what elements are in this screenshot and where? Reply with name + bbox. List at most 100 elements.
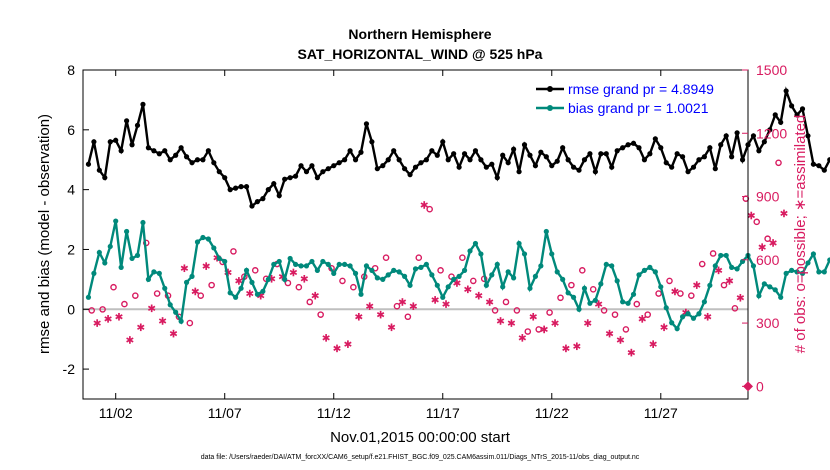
bias-point bbox=[200, 234, 206, 241]
rmse-point bbox=[549, 163, 555, 169]
obs-assimilated-point bbox=[322, 334, 330, 342]
rmse-point bbox=[794, 112, 800, 118]
rmse-point bbox=[303, 169, 310, 175]
rmse-point bbox=[233, 185, 239, 191]
obs-possible-point bbox=[350, 283, 357, 291]
series-layer bbox=[85, 86, 830, 357]
rmse-point bbox=[271, 181, 277, 187]
bias-point bbox=[254, 291, 261, 297]
bias-point bbox=[96, 249, 102, 256]
rmse-point bbox=[347, 148, 353, 154]
rmse-point bbox=[331, 163, 337, 169]
rmse-point bbox=[739, 157, 746, 163]
bias-point bbox=[347, 263, 353, 269]
rmse-point bbox=[374, 166, 380, 172]
x-axis-label: Nov.01,2015 00:00:00 start bbox=[330, 429, 511, 446]
rmse-point bbox=[734, 130, 740, 136]
rmse-point bbox=[282, 176, 288, 182]
obs-possible-point bbox=[698, 260, 706, 268]
rmse-point bbox=[560, 145, 566, 151]
y2-tick-label: 1200 bbox=[756, 125, 787, 141]
obs-possible-point bbox=[655, 290, 662, 297]
rmse-point bbox=[352, 157, 359, 163]
rmse-point bbox=[276, 193, 282, 199]
y2-axis: 0 300 600 900 1200 1500 bbox=[742, 62, 787, 394]
obs-possible-point bbox=[764, 235, 771, 243]
bias-point bbox=[511, 275, 517, 281]
rmse-point bbox=[816, 163, 822, 169]
rmse-point bbox=[227, 187, 233, 193]
bias-point bbox=[205, 236, 211, 242]
rmse-point bbox=[178, 145, 184, 151]
rmse-point bbox=[461, 151, 468, 157]
bias-point bbox=[113, 218, 119, 224]
obs-assimilated-point bbox=[671, 287, 679, 296]
obs-possible-point bbox=[535, 326, 542, 333]
bias-point bbox=[249, 279, 255, 285]
obs-possible-point bbox=[415, 254, 423, 261]
bias-point bbox=[532, 273, 539, 279]
bias-point bbox=[554, 269, 560, 275]
bias-point bbox=[587, 300, 593, 306]
bias-point bbox=[292, 261, 299, 268]
obs-possible-point bbox=[153, 290, 161, 297]
bias-point bbox=[467, 248, 473, 254]
obs-possible-point bbox=[132, 292, 139, 299]
rmse-point bbox=[592, 169, 598, 175]
bias-point bbox=[118, 264, 124, 270]
rmse-point bbox=[396, 157, 402, 163]
rmse-line bbox=[87, 86, 830, 209]
bias-point bbox=[134, 252, 141, 259]
bias-point bbox=[543, 228, 549, 235]
obs-assimilated-point bbox=[169, 329, 178, 338]
obs-possible-point bbox=[437, 267, 444, 274]
obs-assimilated-point bbox=[93, 319, 101, 327]
chart-subtitle: SAT_HORIZONTAL_WIND @ 525 hPa bbox=[298, 46, 543, 62]
bias-point bbox=[222, 258, 228, 265]
rmse-point bbox=[380, 163, 386, 169]
rmse-point bbox=[723, 133, 729, 139]
rmse-point bbox=[750, 133, 757, 139]
rmse-point bbox=[658, 145, 664, 151]
rmse-point bbox=[113, 137, 119, 143]
obs-assimilated-point bbox=[573, 342, 581, 351]
rmse-point bbox=[429, 148, 435, 154]
rmse-point bbox=[679, 154, 686, 160]
legend: rmse grand pr = 4.8949 bias grand pr = 1.… bbox=[536, 81, 714, 116]
obs-assimilated-point bbox=[344, 340, 352, 348]
rmse-point bbox=[641, 157, 648, 163]
bias-point bbox=[314, 267, 320, 273]
rmse-point bbox=[630, 140, 637, 146]
rmse-point bbox=[336, 160, 342, 166]
rmse-point bbox=[85, 161, 92, 167]
y-tick-label: 6 bbox=[67, 122, 75, 138]
obs-assimilated-point bbox=[714, 266, 723, 275]
bias-point bbox=[625, 300, 631, 306]
rmse-point bbox=[287, 175, 293, 181]
bias-point bbox=[129, 255, 135, 262]
rmse-point bbox=[620, 145, 626, 151]
rmse-point bbox=[581, 157, 588, 163]
bias-point bbox=[391, 267, 397, 273]
obs-possible-point bbox=[753, 218, 761, 226]
obs-possible-point bbox=[426, 205, 433, 213]
rmse-point bbox=[778, 119, 784, 125]
y2-tick-label: 900 bbox=[756, 189, 780, 205]
bias-point bbox=[243, 267, 250, 273]
rmse-point bbox=[96, 167, 102, 173]
bias-point bbox=[576, 306, 582, 312]
y-tick-label: 4 bbox=[67, 182, 75, 198]
obs-assimilated-point bbox=[627, 348, 636, 357]
bias-point bbox=[472, 240, 479, 247]
obs-assimilated-point bbox=[311, 291, 319, 300]
bias-point bbox=[761, 281, 767, 287]
obs-assimilated-point bbox=[703, 312, 712, 321]
bias-point bbox=[434, 282, 440, 288]
rmse-point bbox=[369, 139, 375, 145]
rmse-point bbox=[767, 127, 773, 133]
obs-possible-point bbox=[611, 311, 619, 318]
bias-point bbox=[620, 299, 626, 305]
rmse-point bbox=[772, 112, 778, 118]
bias-point bbox=[183, 279, 190, 285]
bias-point bbox=[630, 291, 637, 297]
